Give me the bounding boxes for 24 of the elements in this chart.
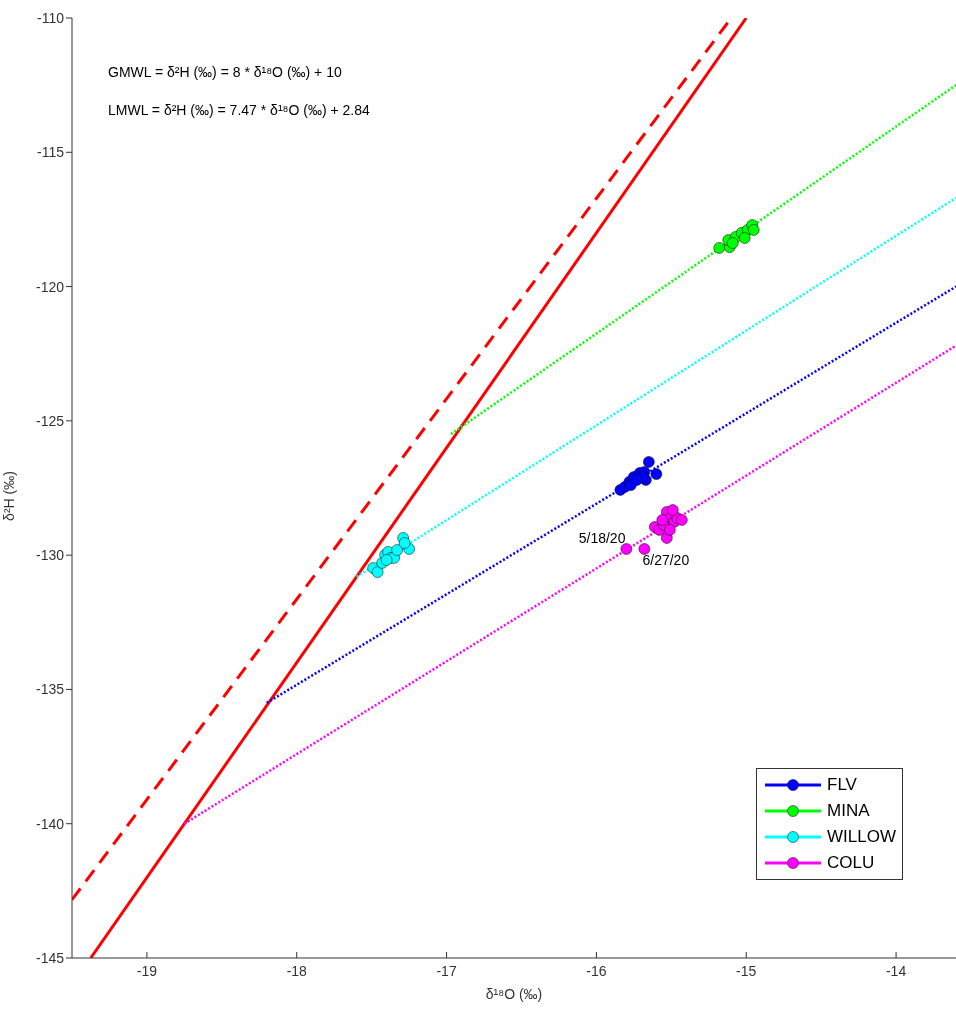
y-tick-label: -110 <box>37 9 65 26</box>
y-tick-label: -140 <box>35 815 65 832</box>
annotation: 5/18/20 <box>578 529 626 546</box>
x-tick-label: -16 <box>586 962 607 979</box>
annotation: LMWL = δ²H (‰) = 7.47 * δ¹⁸O (‰) + 2.84 <box>108 102 370 118</box>
legend-label: FLV <box>827 775 857 795</box>
legend-label: WILLOW <box>827 827 896 847</box>
x-tick-label: -18 <box>286 962 308 979</box>
annotation: GMWL = δ²H (‰) = 8 * δ¹⁸O (‰) + 10 <box>108 64 342 80</box>
y-tick-label: -125 <box>35 412 65 429</box>
y-tick-label: -115 <box>37 144 65 161</box>
y-tick-label: -120 <box>35 278 65 295</box>
legend-label: COLU <box>827 853 875 873</box>
y-tick-label: -135 <box>35 681 65 698</box>
x-axis-title: δ¹⁸O (‰) <box>484 986 544 1002</box>
x-tick-label: -14 <box>885 962 907 979</box>
annotation: 6/27/20 <box>642 552 690 569</box>
y-tick-label: -145 <box>35 949 65 966</box>
y-axis-title: δ²H (‰) <box>0 471 17 521</box>
x-tick-label: -15 <box>736 962 757 979</box>
x-tick-label: -19 <box>136 962 158 979</box>
legend-label: MINA <box>827 801 870 821</box>
y-tick-label: -130 <box>35 547 65 564</box>
x-tick-label: -17 <box>436 962 457 979</box>
